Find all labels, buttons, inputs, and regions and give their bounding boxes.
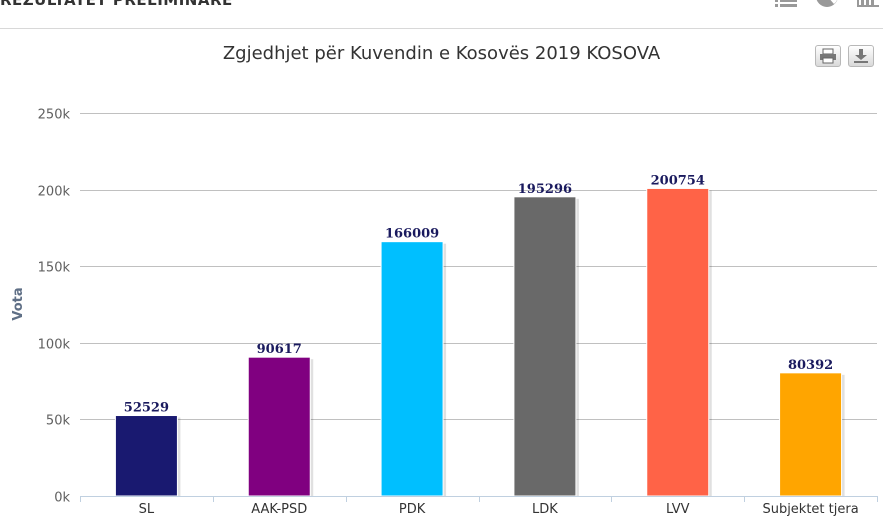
view-switcher — [761, 0, 879, 8]
bar-pdk[interactable] — [380, 241, 444, 497]
bar-aak-psd[interactable] — [247, 356, 311, 497]
print-icon — [820, 48, 836, 64]
data-label: 52529 — [124, 401, 169, 416]
y-tick-label: 0k — [54, 491, 70, 506]
download-button[interactable] — [848, 45, 874, 67]
data-label: 200754 — [651, 173, 705, 188]
chart-title: Zgjedhjet për Kuvendin e Kosovës 2019 KO… — [222, 43, 661, 64]
gridlines — [80, 113, 877, 420]
y-tick-label: 250k — [38, 108, 71, 123]
bars: 52529 90617 166009 195296 200754 80392 — [114, 173, 845, 497]
x-tick-label: LVV — [666, 502, 690, 517]
bar-ldk[interactable] — [513, 196, 577, 497]
y-axis-title: Vota — [11, 287, 26, 320]
data-label: 195296 — [518, 182, 572, 197]
top-bar: REZULTATET PRELIMINARE — [0, 0, 883, 29]
list-icon[interactable] — [774, 0, 797, 11]
y-tick-label: 200k — [38, 185, 71, 200]
x-tick-label: AAK-PSD — [251, 502, 307, 517]
print-button[interactable] — [815, 45, 841, 67]
axes: 0k 50k 100k 150k 200k 250k SL AAK-PSD PDK LDK LVV S… — [38, 108, 878, 517]
pie-chart-icon[interactable] — [816, 0, 838, 11]
bar-sl[interactable] — [114, 415, 178, 497]
y-tick-label: 100k — [38, 338, 71, 353]
x-tick-label: SL — [139, 502, 155, 517]
x-tick-label: PDK — [399, 502, 426, 517]
bar-lvv[interactable] — [646, 187, 710, 497]
y-tick-label: 50k — [46, 414, 71, 429]
section-title: REZULTATET PRELIMINARE — [0, 0, 233, 9]
bar-subjektet-tjera[interactable] — [779, 372, 843, 497]
y-tick-label: 150k — [38, 261, 71, 276]
data-label: 166009 — [385, 227, 439, 242]
download-icon — [854, 49, 868, 63]
data-label: 80392 — [788, 358, 833, 373]
bar-chart-icon[interactable] — [857, 0, 879, 11]
x-tick-label: Subjektet tjera — [762, 502, 858, 517]
data-label: 90617 — [257, 342, 302, 357]
x-tick-label: LDK — [532, 502, 558, 517]
